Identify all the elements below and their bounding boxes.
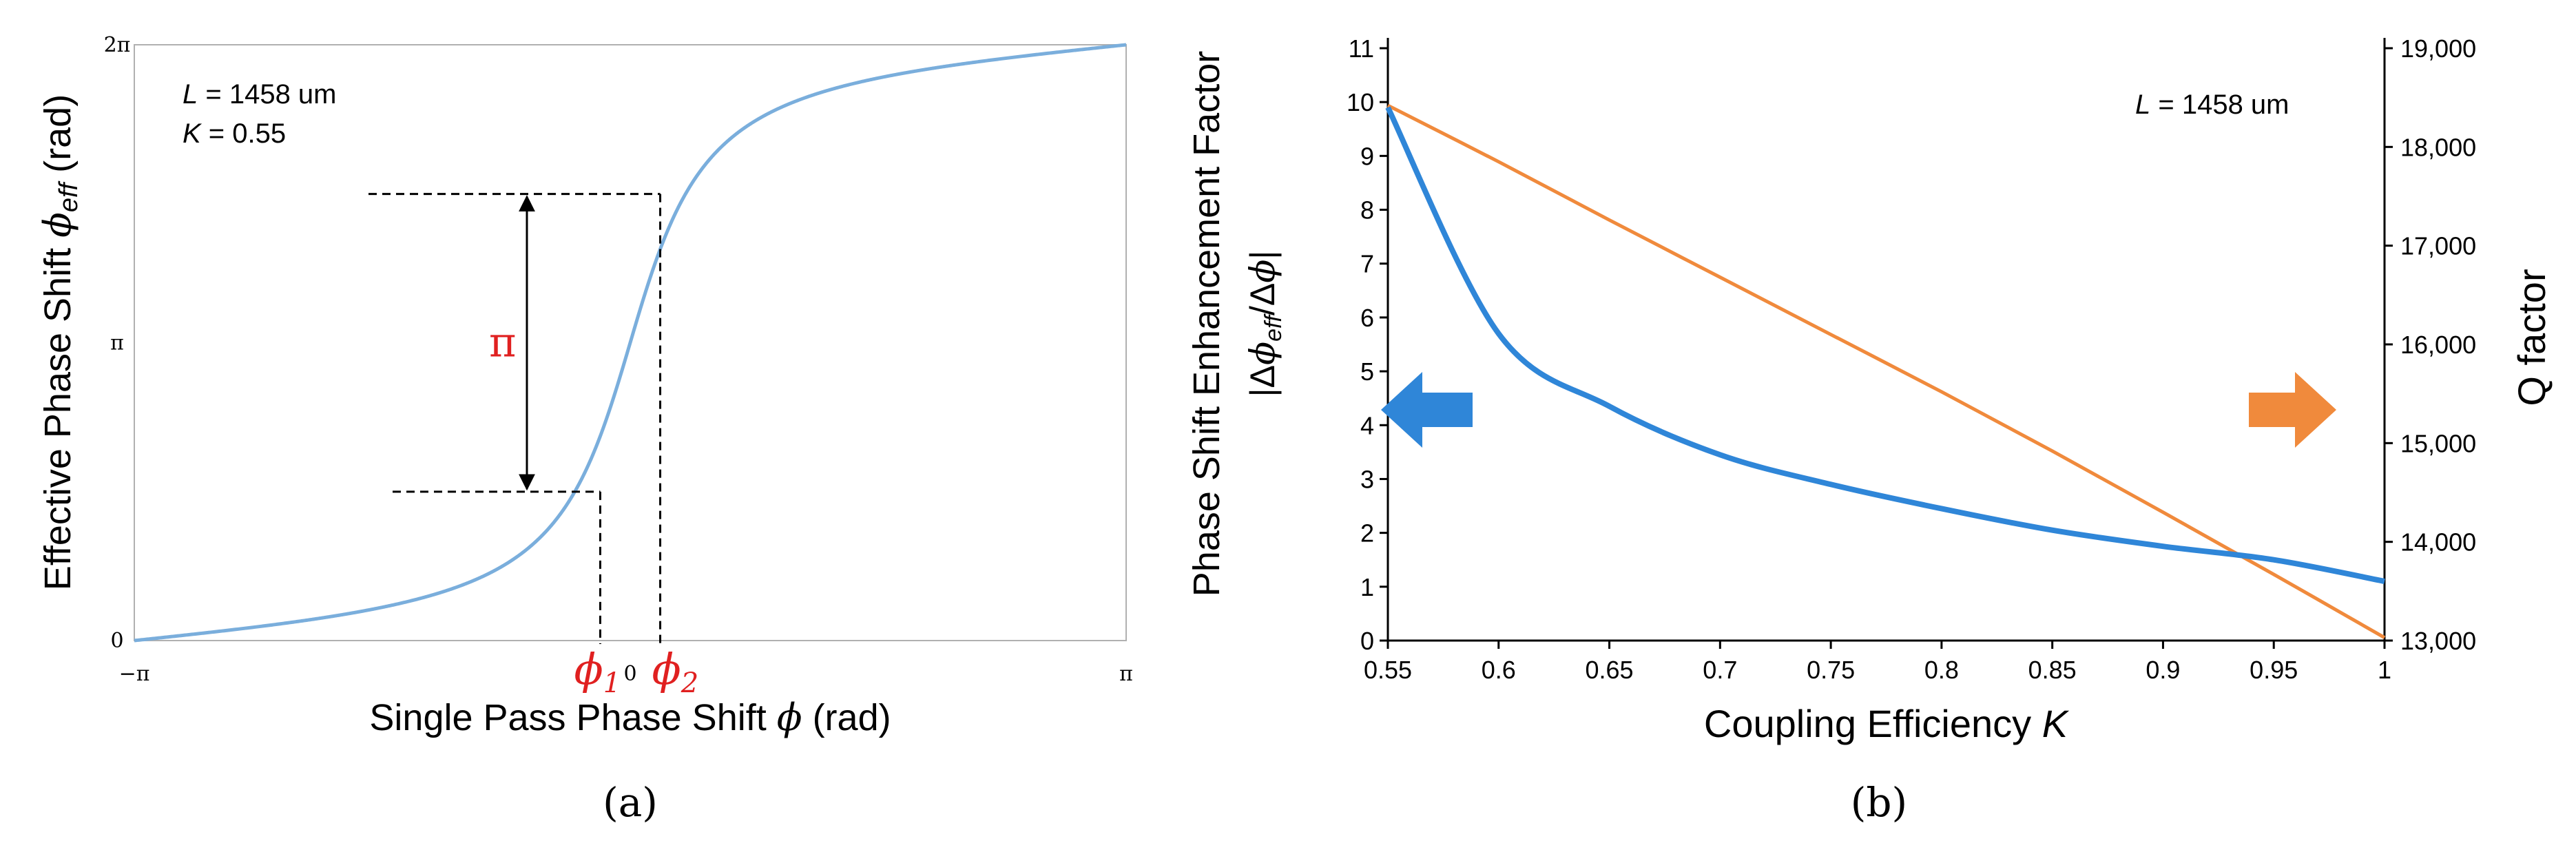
y2-post: | [1243,251,1282,260]
y-tick-label-b-9: 9 [1360,142,1374,170]
x-tick-label-a-0: −π [119,662,150,686]
phi1-subscript: 1 [603,667,621,699]
x-tick-label-b-2: 0.65 [1586,656,1634,684]
x-tick-label-b-4: 0.75 [1807,656,1855,684]
y2-tick-label-b-0: 13,000 [2400,627,2476,655]
y-tick-label-b-4: 4 [1360,411,1374,439]
x-axis-label-b-text: Coupling Efficiency [1704,702,2031,745]
y2-sub: eff [1260,313,1287,342]
phi2-label: ϕ2 [652,644,699,699]
x-tick-label-b-0: 0.55 [1364,656,1412,684]
phi1-label: ϕ1 [574,644,621,699]
y-axis-label-a-text: Effective Phase Shift [37,248,79,590]
pi-span-label: π [489,319,516,367]
annotation-L-a-text: = 1458 um [198,79,336,110]
annotation-K-a-text: = 0.55 [201,118,286,149]
y-tick-label-a-2: 2π [104,33,131,57]
y-axis-label-a-symbol: ϕ [36,212,79,238]
y-tick-label-b-5: 5 [1360,357,1374,386]
y-tick-label-b-11: 11 [1349,34,1374,63]
y-axis-label-b-line1: Phase Shift Enhancement Factor [1186,51,1227,596]
y-axis-label-a: Effective Phase Shift ϕeff (rad) [36,94,83,590]
annotation-L-b-name: L [2135,90,2150,120]
annotation-L-b-text: = 1458 um [2150,90,2289,120]
right-axis-label-b: Q factor [2510,269,2553,406]
y-tick-label-b-8: 8 [1360,196,1374,225]
panel-b: 0.55 0.6 0.65 0.7 0.75 0.8 0.85 0.9 0.95 10123456… [1186,34,2553,826]
x-tick-label-b-1: 0.6 [1482,656,1516,684]
phi2-subscript: 2 [681,667,698,699]
y-tick-label-a-0: 0 [110,629,123,653]
enhancement-factor-line [1385,106,2385,584]
y2-sym1: ϕ [1243,342,1282,365]
y2-sym2: ϕ [1243,260,1282,283]
x-axis-label-b: Coupling Efficiency K [1704,702,2070,745]
annotation-guides-a [368,193,662,644]
x-axis-label-a-unit: (rad) [813,697,891,738]
effective-phase-curve [134,43,1127,643]
x-tick-label-b-5: 0.8 [1924,656,1959,684]
y2-tick-label-b-2: 15,000 [2400,429,2476,457]
panel-label-b: (b) [1851,779,1907,826]
q-factor-line [1386,103,2386,639]
annotation-K-a-name: K [183,118,202,149]
plot-area-a [134,44,1127,641]
y-tick-label-b-7: 7 [1360,250,1374,278]
right-axis-arrow-icon [2249,372,2336,448]
y-tick-label-b-0: 0 [1360,627,1374,655]
y2-tick-label-b-4: 17,000 [2400,232,2476,260]
left-axis-arrow-icon [1381,372,1473,448]
y-tick-label-a-1: π [110,331,124,355]
panel-label-a: (a) [603,779,658,826]
y2-mid: /Δ [1243,283,1282,315]
annotation-L-a: L = 1458 um [183,79,337,110]
y-ticks-a: 0 π 2π [104,33,131,653]
annotation-K-a: K = 0.55 [183,118,286,149]
x-axis-label-a-symbol: ϕ [777,696,802,739]
x-axis-label-a: Single Pass Phase Shift ϕ (rad) [369,696,891,739]
y-axis-label-a-sub: eff [54,180,83,212]
y-tick-label-b-10: 10 [1347,88,1374,116]
x-tick-label-b-8: 0.95 [2250,656,2298,684]
ticks-b: 0.55 0.6 0.65 0.7 0.75 0.8 0.85 0.9 0.95 10123456… [1347,34,2476,684]
y2-tick-label-b-3: 16,000 [2400,331,2476,359]
x-tick-label-b-9: 1 [2378,656,2391,684]
y2-tick-label-b-1: 14,000 [2400,528,2476,557]
y2-tick-label-b-6: 19,000 [2400,34,2476,63]
x-tick-label-a-2: π [1119,662,1133,686]
x-tick-label-b-3: 0.7 [1703,656,1737,684]
y-tick-label-b-6: 6 [1360,304,1374,332]
y-tick-label-b-2: 2 [1360,519,1374,548]
y-axis-label-b-line2: |Δϕeff/Δϕ| [1243,251,1287,397]
annotation-L-b: L = 1458 um [2135,90,2289,120]
x-axis-label-a-text: Single Pass Phase Shift [369,697,766,738]
x-tick-label-b-6: 0.85 [2028,656,2077,684]
y2-tick-label-b-5: 18,000 [2400,133,2476,161]
annotation-L-a-name: L [183,79,198,110]
x-ticks-a: −π 0 π [119,662,1133,686]
y-tick-label-b-1: 1 [1360,573,1374,601]
phi2-symbol: ϕ [652,644,681,694]
y-axis-label-a-unit: (rad) [37,94,79,173]
phi1-symbol: ϕ [574,644,603,694]
x-axis-label-b-symbol: K [2042,702,2070,745]
x-tick-label-b-7: 0.9 [2146,656,2180,684]
y-tick-label-b-3: 3 [1360,465,1374,493]
y2-prefix: |Δ [1243,365,1282,397]
x-tick-label-a-1: 0 [623,662,636,686]
